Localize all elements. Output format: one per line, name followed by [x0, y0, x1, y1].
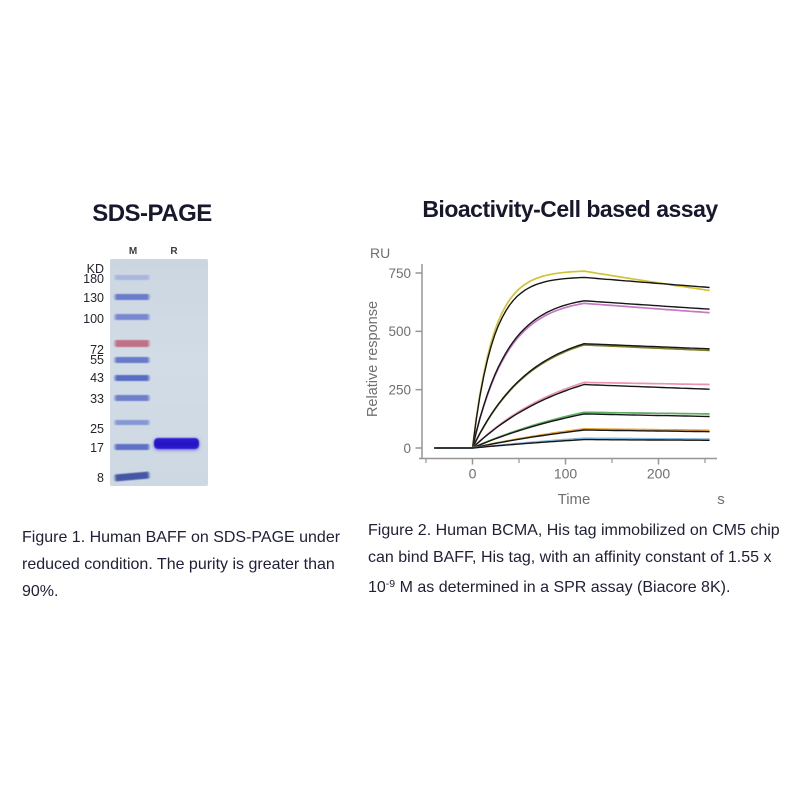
y-tick-label: 0 [403, 441, 411, 456]
gel-image [110, 259, 208, 486]
gel-ladder-band-55kd [113, 357, 151, 363]
gel-marker-label-130: 130 [83, 291, 104, 305]
gel-marker-label-8: 8 [97, 471, 104, 485]
sensorgram-trace-fit-trace-1 [434, 276, 710, 449]
sensorgram-trace-fit-trace-5 [434, 413, 710, 449]
gel-marker-labels: KD 180 130 100 72 55 43 33 25 17 8 [58, 0, 104, 500]
figure1-title: SDS-PAGE [92, 200, 212, 227]
gel-sample-band [154, 437, 199, 449]
y-unit-label: RU [370, 245, 390, 261]
x-unit-label: s [717, 491, 725, 508]
x-tick-label: 100 [554, 466, 578, 482]
x-tick-label: 0 [469, 466, 477, 482]
gel-ladder-band-130kd [113, 294, 151, 300]
caption-superscript: -9 [385, 578, 396, 590]
gel-marker-label-kd: KD [86, 262, 104, 276]
caption-line: 10-9 M as determined in a SPR assay (Bia… [368, 571, 778, 601]
sensorgram-trace-fit-trace-4 [434, 383, 710, 449]
gel-lane-label-r: R [170, 246, 178, 257]
y-tick-label: 500 [388, 324, 411, 339]
figure2-caption: Figure 2. Human BCMA, His tag immobilize… [368, 517, 780, 601]
x-axis-title: Time [558, 491, 591, 508]
caption-text: 10 [368, 579, 386, 596]
gel-ladder-band-43kd [113, 374, 151, 382]
caption-line: Figure 2. Human BCMA, His tag immobilize… [368, 522, 780, 539]
caption-line: can bind BAFF, His tag, with an affinity… [368, 549, 772, 566]
sensorgram-trace-fit-trace-6 [434, 429, 710, 449]
gel-ladder-band-180kd [113, 274, 151, 280]
gel-marker-label-180: 180 [83, 272, 104, 286]
gel-marker-label-55: 55 [90, 353, 104, 367]
x-tick-label: 200 [647, 466, 671, 482]
gel-marker-label-17: 17 [90, 441, 104, 455]
gel-ladder-band-17kd [113, 444, 151, 450]
caption-line: Figure 1. Human BAFF on SDS-PAGE under [22, 529, 341, 546]
y-tick-label: 250 [388, 382, 411, 397]
gel-marker-label-100: 100 [83, 312, 104, 326]
caption-line: 90%. [22, 583, 59, 600]
y-tick-label: 750 [388, 266, 411, 281]
spr-sensorgram-chart: 0 250 500 750 0 100 200 RU Relative response Time… [365, 245, 725, 508]
sensorgram-trace-fit-trace-3 [434, 343, 710, 449]
figure1-caption: Figure 1. Human BAFF on SDS-PAGE under r… [22, 524, 382, 605]
gel-ladder-band-8kd [112, 470, 152, 482]
sensorgram-trace-fit-trace-7 [434, 438, 710, 449]
gel-lane-label-m: M [128, 246, 138, 257]
figure2-title: Bioactivity-Cell based assay [422, 196, 718, 222]
gel-marker-label-72: 72 [90, 343, 104, 357]
gel-ladder-band-100kd [113, 314, 151, 320]
sensorgram-trace-fit-trace-2 [434, 300, 710, 449]
gel-marker-label-43: 43 [90, 371, 104, 385]
gel-ladder-band-25kd [113, 419, 151, 425]
caption-text: M as determined in a SPR assay (Biacore … [395, 579, 731, 596]
caption-line: reduced condition. The purity is greater… [22, 556, 335, 573]
gel-marker-label-25: 25 [90, 422, 104, 436]
gel-ladder-band-33kd [113, 395, 151, 401]
y-axis-title: Relative response [365, 301, 381, 417]
gel-marker-label-33: 33 [90, 392, 104, 406]
gel-ladder-band-72kd [113, 339, 151, 347]
